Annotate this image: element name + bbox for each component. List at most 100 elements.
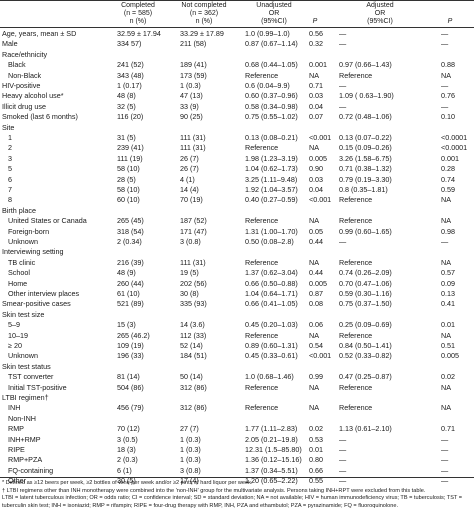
cell-n: 33.29 ± 17.89 xyxy=(180,29,224,38)
cell-a: — xyxy=(339,29,347,38)
footnote-ltbi-regimen: † LTBI regimens other than INH monothera… xyxy=(2,487,426,494)
cell-c: 2 (0.3) xyxy=(117,455,138,465)
cell-u: Reference xyxy=(245,382,279,392)
table-row: Initial TST-positive 504 (86) 312 (86) Refe… xyxy=(0,383,474,393)
cell-c: 521 (89) xyxy=(117,299,144,309)
cell-u: 1.37 (0.62–3.04) xyxy=(245,268,298,278)
cell-n: 1 (0.3) xyxy=(180,455,201,465)
cell-n: 50 (14) xyxy=(180,372,203,382)
table-row: Non-INH xyxy=(0,414,474,424)
cell-a: — xyxy=(339,445,347,454)
row-label: LTBI regimen† xyxy=(2,393,49,402)
row-label: 8 xyxy=(8,195,12,205)
cell-c: 109 (19) xyxy=(117,341,144,350)
cell-n: 211 (58) xyxy=(180,39,207,49)
cell-u: 1.36 (0.12–15.16) xyxy=(245,455,302,465)
cell-p: <0.001 xyxy=(309,133,332,142)
cell-pa: 0.01 xyxy=(441,320,455,330)
cell-u: Reference xyxy=(245,216,279,226)
col-completed-header: Completed (n = 585) n (%) xyxy=(121,2,155,25)
cell-c: 81 (14) xyxy=(117,372,140,382)
cell-n: 70 (19) xyxy=(180,195,203,205)
row-label: Foreign-born xyxy=(8,226,50,236)
cell-p: 0.32 xyxy=(309,39,323,49)
row-label: 5–9 xyxy=(8,320,20,330)
table-row: Heavy alcohol use* 48 (8) 47 (13) 0.60 (0.3… xyxy=(0,91,474,101)
cell-a: 0.72 (0.48–1.06) xyxy=(339,112,392,122)
row-label: HIV-positive xyxy=(2,81,41,90)
row-label: School xyxy=(8,268,30,278)
cell-pa: 0.51 xyxy=(441,341,455,350)
cell-p: 0.87 xyxy=(309,289,323,298)
table-row: RMP+PZA 2 (0.3) 1 (0.3) 1.36 (0.12–15.16) 0.… xyxy=(0,455,474,465)
cell-pa: — xyxy=(441,39,449,49)
cell-a: 0.75 (0.37–1.50) xyxy=(339,299,392,309)
table-row: United States or Canada 265 (45) 187 (52) R… xyxy=(0,216,474,226)
cell-c: 265 (45) xyxy=(117,216,144,226)
cell-pa: 0.001 xyxy=(441,153,459,163)
cell-c: 61 (10) xyxy=(117,289,140,298)
row-label: Interviewing setting xyxy=(2,247,64,257)
cell-n: 27 (7) xyxy=(180,424,199,434)
cell-pa: 0.98 xyxy=(441,226,455,236)
cell-n: 1 (0.3) xyxy=(180,434,201,444)
col-adjusted-header: Adjusted OR (95%CI) xyxy=(366,2,394,25)
cell-pa: 0.59 xyxy=(441,185,455,194)
table-row: 2 239 (41) 111 (31) Reference NA 0.15 (0.09–0… xyxy=(0,143,474,153)
cell-p: 0.04 xyxy=(309,101,323,111)
row-label: Male xyxy=(2,39,18,49)
cell-p: 0.44 xyxy=(309,237,323,246)
cell-a: Reference xyxy=(339,257,373,267)
row-label: ≥ 20 xyxy=(8,341,22,350)
cell-n: 52 (14) xyxy=(180,341,203,350)
cell-p: <0.001 xyxy=(309,195,332,205)
cell-a: 0.84 (0.50–1.41) xyxy=(339,341,392,350)
cell-a: — xyxy=(339,434,347,444)
table-row: 3 111 (19) 26 (7) 1.98 (1.23–3.19) 0.005 3.26… xyxy=(0,154,474,164)
cell-p: 0.44 xyxy=(309,268,323,278)
cell-a: — xyxy=(339,39,347,49)
table-row: 6 28 (5) 4 (1) 3.25 (1.11–9.48) 0.03 0.79 (0.… xyxy=(0,175,474,185)
row-label: 3 xyxy=(8,153,12,163)
cell-pa: — xyxy=(441,81,449,90)
cell-n: 1 (0.3) xyxy=(180,81,201,90)
row-label: Smoked (last 6 months) xyxy=(2,112,78,122)
cell-n: 184 (51) xyxy=(180,351,207,361)
row-label: INH+RMP xyxy=(8,434,41,444)
cell-n: 111 (31) xyxy=(180,143,206,153)
cell-u: 1.20 (0.65–2.22) xyxy=(245,476,298,486)
row-label: 2 xyxy=(8,143,12,153)
cell-c: 111 (19) xyxy=(117,153,143,163)
cell-pa: NA xyxy=(441,403,451,413)
cell-u: 12.31 (1.5–85.80) xyxy=(245,445,302,454)
row-label: Black xyxy=(8,60,26,70)
row-label: Heavy alcohol use* xyxy=(2,91,64,101)
cell-a: 0.13 (0.07–0.22) xyxy=(339,133,392,142)
cell-pa: — xyxy=(441,445,449,454)
table-row: 10–19 265 (46.2) 112 (33) Reference NA Refere… xyxy=(0,331,474,341)
cell-pa: 0.28 xyxy=(441,164,455,174)
cell-p: NA xyxy=(309,257,319,267)
cell-a: 0.25 (0.09–0.69) xyxy=(339,320,392,330)
cell-p: 0.02 xyxy=(309,424,323,434)
cell-u: Reference xyxy=(245,403,279,413)
row-label: Unknown xyxy=(8,237,38,246)
cell-n: 1 (0.3) xyxy=(180,445,201,454)
table-row: RMP 70 (12) 27 (7) 1.77 (1.11–2.83) 0.02 1.13… xyxy=(0,424,474,434)
cell-pa: — xyxy=(441,455,449,465)
cell-n: 335 (93) xyxy=(180,299,207,309)
cell-c: 1 (0.17) xyxy=(117,81,142,90)
cell-pa: — xyxy=(441,29,449,38)
row-label: Skin test size xyxy=(2,309,45,319)
row-label: Age, years, mean ± SD xyxy=(2,29,77,38)
cell-pa: 0.13 xyxy=(441,289,455,298)
cell-c: 3 (0.5) xyxy=(117,434,138,444)
cell-c: 241 (52) xyxy=(117,60,144,70)
row-label: Smear-positive cases xyxy=(2,299,71,309)
table-row: Birth place xyxy=(0,206,474,216)
col-unadjusted-header: Unadjusted OR (95%CI) xyxy=(256,2,292,25)
cell-u: 0.45 (0.20–1.03) xyxy=(245,320,298,330)
cell-u: 1.04 (0.62–1.73) xyxy=(245,164,298,174)
cell-p: 0.07 xyxy=(309,112,323,122)
cell-n: 171 (47) xyxy=(180,226,207,236)
